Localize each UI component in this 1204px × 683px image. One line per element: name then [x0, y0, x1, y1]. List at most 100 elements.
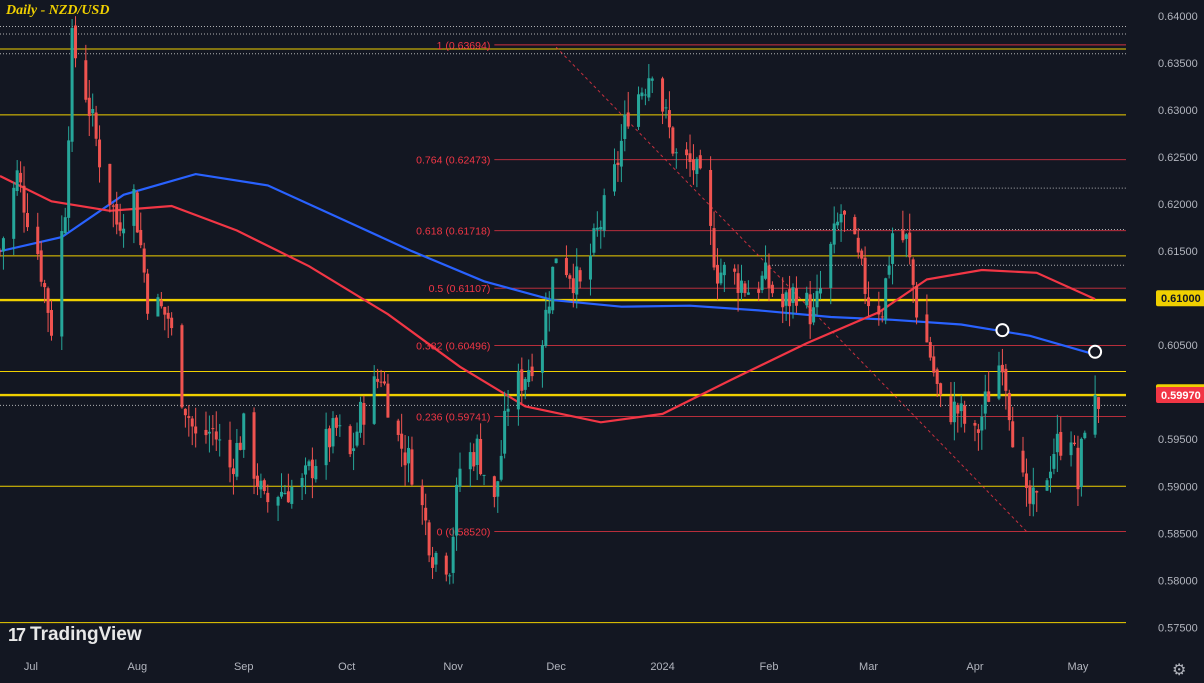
- candle-body: [259, 480, 263, 490]
- candle-body: [647, 78, 651, 98]
- candle-body: [122, 228, 126, 234]
- candle-body: [60, 231, 64, 337]
- candle-body: [530, 366, 534, 377]
- fib-level-label: 0 (0.58520): [437, 526, 491, 538]
- candle-body: [355, 431, 359, 446]
- candle-body: [111, 205, 115, 207]
- candle-body: [767, 265, 771, 288]
- y-tick-label: 0.63000: [1158, 105, 1198, 117]
- candle-body: [479, 438, 483, 475]
- candle-body: [516, 371, 520, 410]
- candle-body: [691, 159, 695, 171]
- candle-body: [1004, 368, 1008, 391]
- candle-body: [1076, 447, 1080, 490]
- candle-body: [637, 94, 641, 127]
- candle-body: [63, 217, 67, 234]
- candle-body: [156, 297, 160, 317]
- candle-body: [760, 275, 764, 291]
- candle-body: [400, 433, 404, 449]
- candle-body: [139, 229, 143, 246]
- candle-body: [372, 376, 376, 424]
- candle-body: [764, 262, 768, 279]
- candle-body: [695, 158, 699, 174]
- candle-body: [836, 221, 840, 226]
- candle-body: [218, 439, 222, 441]
- candle-body: [396, 420, 400, 435]
- candle-body: [242, 413, 246, 450]
- y-tick-label: 0.57500: [1158, 622, 1198, 634]
- candle-body: [616, 162, 620, 166]
- candle-body: [540, 345, 544, 373]
- candle-body: [499, 455, 503, 480]
- candle-body: [863, 257, 867, 294]
- candle-body: [300, 477, 304, 488]
- candle-body: [1011, 421, 1015, 448]
- candle-body: [623, 114, 627, 139]
- candle-body: [791, 287, 795, 303]
- candle-body: [959, 403, 963, 412]
- candle-body: [674, 152, 678, 154]
- candle-body: [1, 238, 5, 252]
- candle-body: [1079, 438, 1083, 487]
- candle-body: [709, 169, 713, 226]
- y-tick-label: 0.63500: [1158, 58, 1198, 70]
- candle-body: [551, 266, 555, 311]
- candle-body: [595, 227, 599, 230]
- candle-body: [235, 442, 239, 477]
- candle-body: [520, 369, 524, 391]
- fib-trend-line: [555, 46, 1027, 532]
- candle-body: [163, 306, 167, 315]
- candle-body: [0, 250, 2, 252]
- candle-body: [338, 425, 342, 427]
- candle-body: [712, 228, 716, 268]
- x-tick-label: May: [1068, 661, 1089, 673]
- candle-body: [619, 140, 623, 167]
- candle-body: [290, 486, 294, 504]
- candle-body: [685, 149, 689, 156]
- candle-body: [25, 213, 29, 228]
- y-tick-label: 0.59000: [1158, 481, 1198, 493]
- candle-body: [43, 283, 47, 288]
- candle-body: [458, 468, 462, 487]
- candle-body: [788, 289, 792, 307]
- candle-body: [757, 289, 761, 293]
- candle-body: [626, 112, 630, 127]
- candle-body: [973, 422, 977, 426]
- candle-body: [853, 217, 857, 235]
- candle-body: [949, 396, 953, 423]
- chart-title: Daily - NZD/USD: [6, 3, 110, 18]
- candle-body: [39, 250, 43, 282]
- candle-body: [643, 94, 647, 96]
- candle-body: [118, 222, 122, 231]
- fib-level-label: 0.764 (0.62473): [416, 155, 490, 167]
- candle-body: [719, 272, 723, 284]
- candle-body: [376, 378, 380, 382]
- candle-body: [190, 418, 194, 427]
- x-tick-label: Oct: [338, 661, 355, 673]
- candle-body: [382, 381, 386, 384]
- y-tick-label: 0.60500: [1158, 340, 1198, 352]
- candle-body: [67, 140, 71, 218]
- fib-level-label: 0.5 (0.61107): [429, 283, 491, 295]
- candle-body: [794, 288, 798, 306]
- candle-body: [901, 229, 905, 241]
- candle-body: [688, 153, 692, 162]
- candle-body: [554, 258, 558, 264]
- x-tick-label: Aug: [128, 661, 148, 673]
- candle-body: [770, 284, 774, 294]
- candle-body: [348, 426, 352, 455]
- gear-icon[interactable]: ⚙: [1172, 662, 1187, 679]
- candle-body: [451, 536, 455, 573]
- candle-body: [544, 309, 548, 346]
- candle-body: [468, 452, 472, 470]
- candle-body: [891, 233, 895, 264]
- candle-body: [36, 226, 40, 255]
- candle-body: [84, 60, 88, 100]
- candle-body: [523, 378, 527, 390]
- candle-body: [932, 356, 936, 373]
- candle-body: [939, 383, 943, 395]
- candle-body: [472, 452, 476, 467]
- candle-body: [403, 452, 407, 466]
- candle-body: [547, 306, 551, 314]
